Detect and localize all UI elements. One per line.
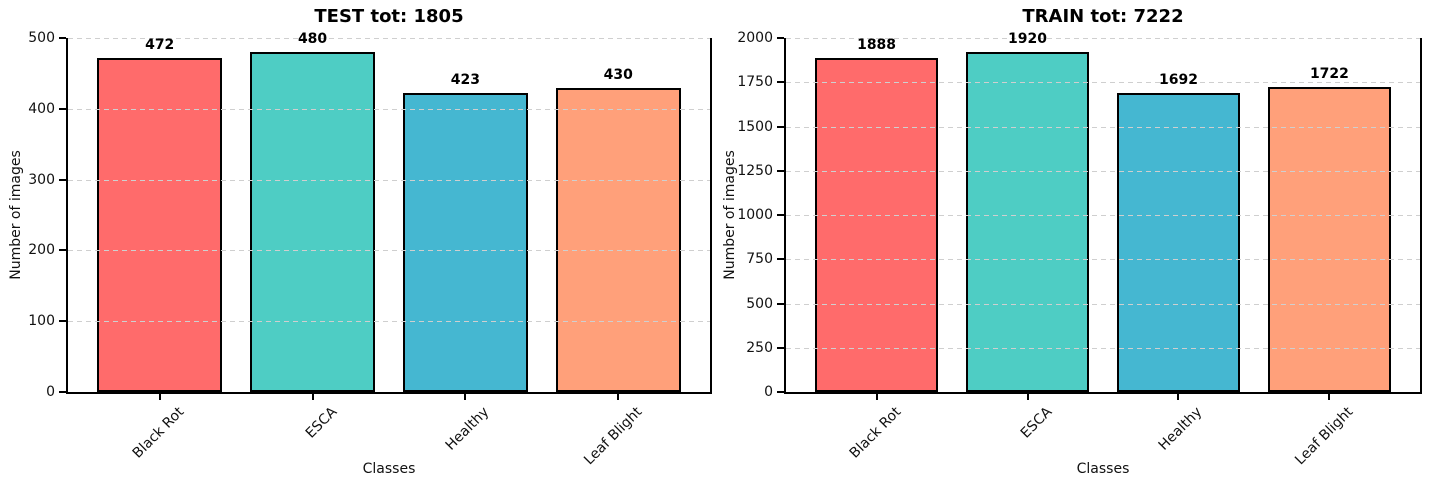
bar-value-label: 480 [297, 31, 328, 48]
bar [555, 87, 681, 392]
gridline [786, 170, 1420, 172]
bar-value-label: 1722 [1309, 66, 1349, 83]
y-tick-mark [59, 391, 66, 393]
bar-value-label: 430 [603, 66, 633, 83]
bar-value-label: 423 [450, 71, 481, 88]
axis-spine-bottom [784, 392, 1422, 394]
y-tick-mark [59, 107, 66, 110]
y-tick-label: 500 [746, 295, 773, 312]
bar [249, 52, 376, 392]
chart-title-test: TEST tot: 1805 [314, 6, 464, 27]
gridline [68, 179, 710, 181]
gridline [786, 347, 1420, 349]
y-tick-label: 1000 [737, 207, 773, 223]
y-tick-mark [777, 81, 784, 84]
gridline [786, 215, 1420, 216]
gridline [786, 126, 1420, 128]
y-tick-mark [777, 258, 784, 261]
y-tick-label: 300 [28, 171, 55, 188]
y-tick-label: 400 [28, 100, 55, 117]
y-tick-label: 750 [746, 251, 773, 268]
x-axis-label-train: Classes [1076, 461, 1130, 477]
bar-value-label: 1692 [1158, 71, 1198, 88]
x-tick-label: Healthy [1156, 404, 1206, 454]
y-tick-label: 1750 [737, 74, 773, 91]
y-tick-label: 100 [28, 313, 55, 330]
x-tick-mark [617, 394, 620, 400]
gridline [786, 82, 1420, 84]
x-tick-label: Black Rot [846, 404, 904, 462]
x-tick-mark [158, 394, 161, 400]
x-tick-label: Leaf Blight [1292, 404, 1357, 469]
bar [965, 52, 1090, 392]
x-tick-mark [464, 394, 467, 400]
gridline [68, 38, 710, 39]
x-tick-mark [1177, 394, 1180, 400]
chart-title-train: TRAIN tot: 7222 [1022, 6, 1184, 27]
y-tick-mark [777, 391, 784, 393]
gridline [786, 259, 1420, 261]
y-tick-mark [59, 249, 66, 252]
y-tick-label: 500 [28, 30, 55, 46]
y-tick-label: 0 [764, 384, 773, 400]
axis-spine-right [1420, 38, 1422, 394]
gridline [786, 303, 1420, 305]
axis-spine-left [66, 38, 68, 394]
x-tick-label: ESCA [1017, 404, 1055, 442]
bar [1116, 92, 1241, 392]
bar-value-label: 1920 [1008, 31, 1047, 48]
y-tick-mark [777, 125, 784, 128]
gridline [68, 250, 710, 252]
y-tick-mark [59, 320, 66, 323]
gridline [786, 38, 1420, 39]
y-tick-mark [59, 37, 66, 39]
y-tick-mark [777, 169, 784, 172]
y-tick-mark [777, 214, 784, 216]
y-tick-mark [777, 346, 784, 349]
y-tick-label: 200 [28, 242, 55, 259]
bar [402, 92, 529, 392]
axis-spine-right [710, 38, 712, 394]
bar [814, 57, 939, 392]
y-tick-label: 1250 [737, 162, 773, 179]
axis-spine-bottom [66, 392, 712, 394]
y-tick-label: 2000 [737, 30, 773, 46]
bar-value-label: 1888 [857, 36, 897, 53]
gridline [68, 108, 710, 110]
x-axis-label-test: Classes [362, 461, 416, 477]
x-tick-mark [1026, 394, 1029, 400]
y-tick-label: 1500 [737, 118, 773, 135]
bar [97, 57, 223, 392]
y-tick-mark [59, 178, 66, 181]
x-tick-mark [875, 394, 878, 400]
axis-spine-left [784, 38, 786, 394]
y-tick-mark [777, 302, 784, 305]
y-tick-mark [777, 37, 784, 39]
y-tick-label: 250 [746, 339, 773, 356]
y-tick-label: 0 [46, 384, 55, 400]
x-tick-mark [311, 394, 314, 400]
gridline [68, 321, 710, 323]
bar [1267, 87, 1392, 392]
x-tick-mark [1328, 394, 1331, 400]
bar-value-label: 472 [145, 36, 175, 53]
